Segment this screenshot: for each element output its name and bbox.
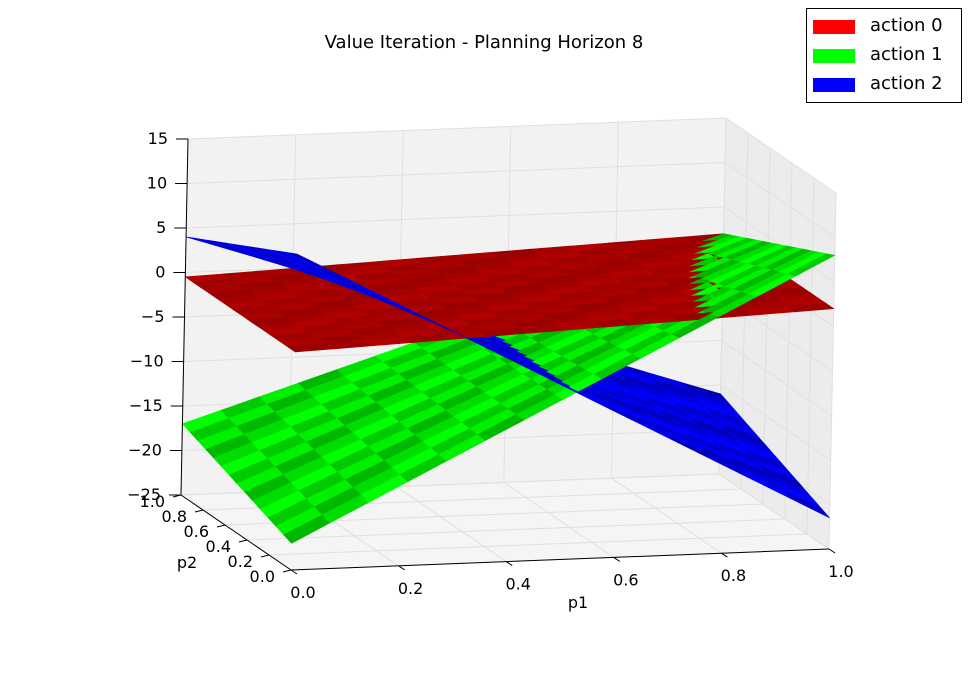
side-gridline — [724, 162, 836, 238]
y-tick-label: 0.4 — [206, 537, 231, 556]
side-gridline — [720, 384, 832, 461]
y-tick-label: 0.6 — [184, 522, 209, 541]
x-tick-label: 0.0 — [290, 583, 315, 602]
z-tick-label: 5 — [156, 218, 166, 237]
floor-gridline — [246, 518, 786, 541]
z-tick-label: −10 — [130, 352, 164, 371]
x-tick — [505, 561, 513, 567]
legend-label: action 0 — [870, 15, 943, 36]
z-tick-label: 10 — [147, 174, 167, 193]
legend: action 0 action 1 action 2 — [806, 8, 962, 103]
z-tick-label: −20 — [128, 441, 162, 460]
y-tick-label: 1.0 — [140, 492, 165, 511]
back-gridline — [187, 117, 727, 140]
x-tick-label: 0.4 — [505, 575, 530, 594]
x-tick-label: 0.6 — [613, 570, 638, 589]
y-tick — [194, 509, 204, 513]
floor-gridline — [268, 533, 808, 556]
floor-gridline — [611, 477, 722, 554]
side-gridline — [725, 117, 837, 194]
back-gridline — [186, 206, 725, 229]
x-tick-label: 0.2 — [398, 579, 423, 598]
legend-label: action 2 — [870, 73, 943, 94]
y-axis-line — [180, 494, 292, 571]
y-tick-label: 0.2 — [228, 552, 253, 571]
x-tick — [398, 565, 405, 571]
chart-title: Value Iteration - Planning Horizon 8 — [325, 32, 644, 53]
x-axis-line — [290, 548, 830, 571]
side-gridline — [718, 473, 830, 550]
y-tick — [216, 524, 226, 528]
x-tick — [828, 548, 836, 554]
legend-swatch — [813, 78, 855, 92]
surface-facet — [787, 253, 836, 277]
floor-gridline — [503, 481, 615, 558]
legend-item: action 2 — [813, 73, 958, 95]
x-tick-label: 1.0 — [828, 562, 853, 581]
y-tick — [238, 539, 248, 543]
y-tick — [282, 569, 292, 573]
legend-item: action 0 — [813, 15, 958, 37]
surface-facet — [783, 490, 830, 519]
y-tick — [260, 554, 270, 558]
legend-swatch — [813, 49, 855, 63]
axes: 0.0 0.2 0.4 0.6 0.8 1.00.00.20.40.60.81.0−25−… — [127, 129, 853, 602]
z-tick-label: 15 — [148, 129, 168, 148]
y-tick-label: 0.8 — [162, 507, 187, 526]
back-gridline — [187, 162, 726, 184]
side-gridline — [721, 340, 832, 416]
z-tick-label: 0 — [155, 263, 165, 282]
x-axis-label: p1 — [568, 593, 588, 612]
x-tick — [721, 552, 728, 558]
legend-swatch — [813, 20, 855, 34]
z-tick-label: −5 — [141, 307, 165, 326]
y-tick-label: 0.0 — [250, 567, 275, 586]
y-axis-label: p2 — [177, 553, 197, 572]
x-tick — [613, 556, 621, 562]
surfaces — [181, 233, 836, 544]
x-tick — [290, 569, 298, 575]
x-tick-label: 0.8 — [721, 566, 746, 585]
legend-item: action 1 — [813, 44, 958, 66]
legend-label: action 1 — [870, 44, 943, 65]
surface-facet — [786, 302, 835, 313]
z-tick-label: −15 — [129, 396, 163, 415]
floor-gridline — [395, 486, 507, 563]
z-tick-label: −25 — [127, 485, 161, 504]
